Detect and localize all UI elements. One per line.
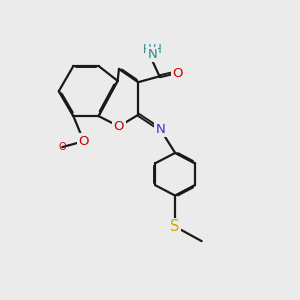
Text: S: S [170, 219, 180, 234]
Text: H: H [153, 43, 162, 56]
Text: O: O [58, 142, 66, 152]
Text: N: N [155, 123, 165, 136]
Text: N: N [148, 48, 157, 61]
Text: O: O [79, 135, 89, 148]
Text: O: O [114, 120, 124, 133]
Text: O: O [172, 67, 182, 80]
Text: H: H [143, 43, 152, 56]
